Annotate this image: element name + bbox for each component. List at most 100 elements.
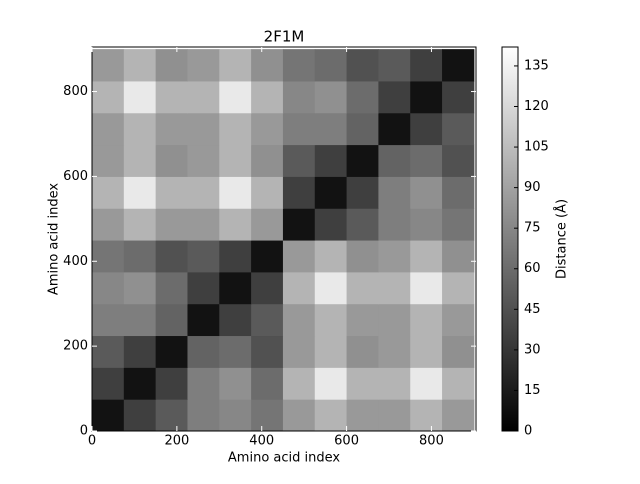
heatmap-cell [251, 399, 284, 432]
heatmap-cell [378, 80, 411, 114]
heatmap-cell [282, 399, 316, 432]
heatmap-cell [155, 49, 188, 82]
heatmap-cell [92, 335, 125, 368]
heatmap-cell [219, 112, 252, 146]
colorbar-tick-label: 135 [524, 58, 549, 73]
heatmap-cell [314, 271, 348, 305]
heatmap-cell [442, 335, 475, 368]
x-tick-label: 200 [164, 434, 189, 449]
heatmap-cell [92, 303, 125, 337]
heatmap-cell [92, 80, 125, 114]
heatmap-cell [378, 112, 411, 146]
heatmap-cell [251, 144, 284, 177]
heatmap-cell [346, 176, 379, 209]
heatmap-cell [251, 240, 284, 273]
heatmap-cell [282, 176, 316, 209]
heatmap-cell [123, 49, 157, 82]
colorbar-tick-label: 75 [524, 221, 541, 236]
colorbar-label: Distance (Å) [554, 199, 570, 279]
heatmap-cell [155, 144, 188, 177]
heatmap-cell [346, 208, 379, 241]
colorbar-tick-label: 105 [524, 140, 549, 155]
heatmap-cell [219, 303, 252, 337]
heatmap-cell [410, 176, 443, 209]
heatmap-cell [155, 208, 188, 241]
heatmap-cell [378, 240, 411, 273]
heatmap-cell [123, 367, 157, 400]
heatmap-cell [282, 335, 316, 368]
heatmap-cell [92, 176, 125, 209]
heatmap-cell [378, 367, 411, 400]
heatmap-cell [442, 271, 475, 305]
heatmap-cell [251, 271, 284, 305]
heatmap-cell [92, 399, 125, 432]
heatmap-cell [442, 399, 475, 432]
heatmap-cell [442, 144, 475, 177]
heatmap-cell [92, 144, 125, 177]
heatmap-cell [282, 208, 316, 241]
heatmap-cell [442, 112, 475, 146]
heatmap-cell [346, 303, 379, 337]
heatmap-cell [187, 303, 220, 337]
heatmap-cell [155, 367, 188, 400]
x-axis-label: Amino acid index [228, 451, 340, 466]
heatmap-cell [442, 240, 475, 273]
heatmap-cell [92, 240, 125, 273]
heatmap-cell [378, 303, 411, 337]
heatmap-cell [187, 208, 220, 241]
heatmap-cell [346, 49, 379, 82]
x-tick-label: 0 [88, 434, 96, 449]
heatmap-cell [251, 303, 284, 337]
colorbar-tick-label: 120 [524, 99, 549, 114]
heatmap-cell [123, 271, 157, 305]
heatmap-cell [314, 112, 348, 146]
heatmap-cell [314, 176, 348, 209]
heatmap-cell [187, 335, 220, 368]
heatmap-cell [410, 335, 443, 368]
heatmap-cell [410, 112, 443, 146]
heatmap-cell [282, 144, 316, 177]
heatmap-cell [410, 240, 443, 273]
heatmap-cell [346, 80, 379, 114]
heatmap-cell [155, 80, 188, 114]
heatmap-cell [314, 208, 348, 241]
heatmap-cell [314, 240, 348, 273]
heatmap-cell [410, 208, 443, 241]
heatmap-cell [187, 240, 220, 273]
colorbar-tick-label: 90 [524, 180, 541, 195]
heatmap-cell [410, 80, 443, 114]
heatmap-cell [314, 335, 348, 368]
heatmap-cell [346, 335, 379, 368]
heatmap-cell [314, 144, 348, 177]
colorbar-tick-label: 30 [524, 342, 541, 357]
heatmap-cell [378, 335, 411, 368]
heatmap-cell [187, 80, 220, 114]
heatmap-cell [219, 176, 252, 209]
heatmap-cell [187, 399, 220, 432]
heatmap-cell [123, 176, 157, 209]
heatmap-cell [282, 49, 316, 82]
heatmap-cell [187, 144, 220, 177]
heatmap-cell [251, 112, 284, 146]
heatmap-cell [155, 303, 188, 337]
heatmap-cell [123, 240, 157, 273]
heatmap-cell [410, 49, 443, 82]
heatmap-cell [442, 367, 475, 400]
colorbar-tick-label: 15 [524, 383, 541, 398]
heatmap-cell [155, 112, 188, 146]
heatmap-cell [219, 240, 252, 273]
heatmap-cell [282, 367, 316, 400]
y-tick-label: 800 [63, 84, 88, 99]
x-tick-label: 400 [249, 434, 274, 449]
heatmap-cell [187, 271, 220, 305]
x-tick-label: 600 [334, 434, 359, 449]
heatmap-cell [155, 399, 188, 432]
heatmap-cell [346, 240, 379, 273]
heatmap-cell [219, 335, 252, 368]
heatmap-cell [187, 176, 220, 209]
heatmap-cell [346, 367, 379, 400]
heatmap-cell [442, 208, 475, 241]
heatmap-cell [251, 49, 284, 82]
heatmap-cell [219, 271, 252, 305]
heatmap-cell [442, 176, 475, 209]
